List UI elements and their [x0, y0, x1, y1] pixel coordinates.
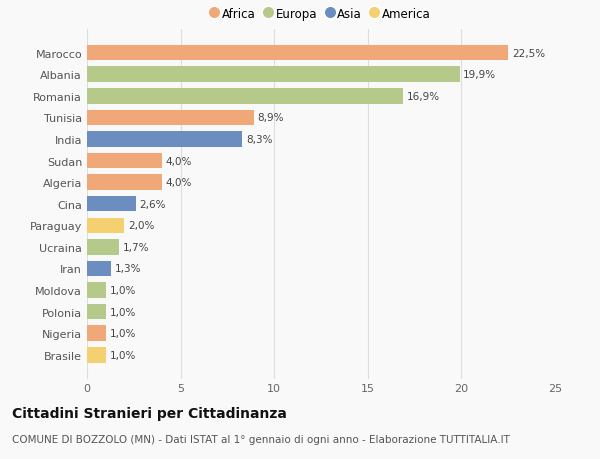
Bar	[87, 196, 136, 212]
Bar	[87, 218, 124, 234]
Bar	[87, 67, 460, 83]
Text: 8,9%: 8,9%	[257, 113, 284, 123]
Text: 1,0%: 1,0%	[109, 307, 136, 317]
Bar	[87, 153, 162, 169]
Text: 2,0%: 2,0%	[128, 221, 155, 231]
Bar	[87, 326, 106, 341]
Bar	[87, 304, 106, 320]
Bar	[87, 240, 119, 255]
Bar	[87, 132, 242, 147]
Text: COMUNE DI BOZZOLO (MN) - Dati ISTAT al 1° gennaio di ogni anno - Elaborazione TU: COMUNE DI BOZZOLO (MN) - Dati ISTAT al 1…	[12, 434, 510, 444]
Bar	[87, 175, 162, 190]
Legend: Africa, Europa, Asia, America: Africa, Europa, Asia, America	[208, 4, 434, 24]
Bar	[87, 347, 106, 363]
Text: 22,5%: 22,5%	[512, 49, 545, 58]
Text: 1,0%: 1,0%	[109, 285, 136, 296]
Text: 8,3%: 8,3%	[246, 134, 272, 145]
Bar	[87, 89, 403, 104]
Text: 1,7%: 1,7%	[122, 242, 149, 252]
Bar	[87, 261, 112, 277]
Text: 4,0%: 4,0%	[166, 156, 192, 166]
Text: 2,6%: 2,6%	[139, 199, 166, 209]
Bar	[87, 46, 508, 61]
Bar	[87, 110, 254, 126]
Text: 19,9%: 19,9%	[463, 70, 496, 80]
Text: 16,9%: 16,9%	[407, 91, 440, 101]
Text: Cittadini Stranieri per Cittadinanza: Cittadini Stranieri per Cittadinanza	[12, 406, 287, 420]
Text: 1,0%: 1,0%	[109, 350, 136, 360]
Text: 4,0%: 4,0%	[166, 178, 192, 188]
Text: 1,3%: 1,3%	[115, 264, 142, 274]
Text: 1,0%: 1,0%	[109, 329, 136, 338]
Bar	[87, 283, 106, 298]
